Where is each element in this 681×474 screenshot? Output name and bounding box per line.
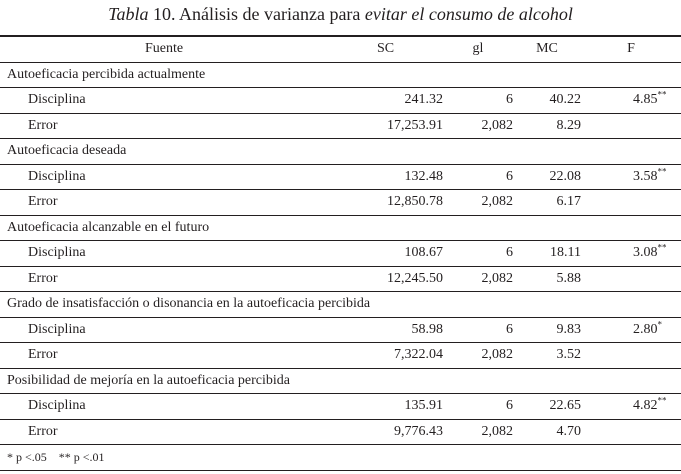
table-row: Error 17,253.91 2,082 8.29 (0, 113, 681, 139)
gl-value: 2,082 (443, 189, 513, 216)
gl-value: 6 (443, 164, 513, 190)
section-row: Autoeficacia alcanzable en el futuro (0, 215, 681, 241)
f-value: 4.82 (633, 398, 658, 414)
f-value: 3.58 (633, 168, 658, 184)
footnote-row: * p <.05 ** p <.01 (0, 444, 681, 471)
footnote: * p <.05 ** p <.01 (0, 444, 681, 471)
f-cell (581, 419, 681, 445)
table-row: Error 12,850.78 2,082 6.17 (0, 189, 681, 216)
f-cell: 4.82** (581, 393, 681, 420)
section-name: Autoeficacia alcanzable en el futuro (0, 215, 681, 241)
significance-mark: ** (657, 89, 667, 100)
f-cell (581, 342, 681, 369)
mc-value: 22.65 (513, 393, 581, 420)
title-text: Análisis de varianza para (179, 4, 361, 24)
row-label: Error (0, 113, 328, 139)
gl-value: 6 (443, 240, 513, 267)
mc-value: 3.52 (513, 342, 581, 369)
section-row: Autoeficacia deseada (0, 138, 681, 165)
f-value: 4.85 (633, 92, 658, 108)
header-f: F (581, 35, 681, 63)
header-sc: SC (328, 35, 443, 63)
table-row: Disciplina 108.67 6 18.11 3.08** (0, 240, 681, 267)
section-row: Grado de insatisfacción o disonancia en … (0, 291, 681, 318)
mc-value: 40.22 (513, 87, 581, 114)
significance-mark: * (657, 319, 663, 330)
title-italic: evitar el consumo de alcohol (364, 4, 573, 24)
f-cell: 2.80* (581, 317, 681, 343)
title-number: 10. (152, 4, 176, 24)
section-row: Autoeficacia percibida actualmente (0, 62, 681, 88)
table-row: Error 12,245.50 2,082 5.88 (0, 266, 681, 292)
f-cell: 3.58** (581, 164, 681, 190)
sc-value: 7,322.04 (328, 342, 443, 369)
gl-value: 6 (443, 393, 513, 420)
row-label: Error (0, 419, 328, 445)
table-row: Disciplina 58.98 6 9.83 2.80* (0, 317, 681, 343)
header-row: Fuente SC gl MC F (0, 35, 681, 63)
table-row: Disciplina 241.32 6 40.22 4.85** (0, 87, 681, 114)
sc-value: 241.32 (328, 87, 443, 114)
mc-value: 5.88 (513, 266, 581, 292)
f-cell (581, 189, 681, 216)
f-cell: 4.85** (581, 87, 681, 114)
f-cell (581, 266, 681, 292)
gl-value: 6 (443, 87, 513, 114)
sc-value: 58.98 (328, 317, 443, 343)
table-row: Error 7,322.04 2,082 3.52 (0, 342, 681, 369)
mc-value: 9.83 (513, 317, 581, 343)
significance-mark: ** (657, 395, 667, 406)
header-fuente: Fuente (0, 35, 328, 63)
anova-table: Fuente SC gl MC F Autoeficacia percibida… (0, 35, 681, 471)
table-row: Error 9,776.43 2,082 4.70 (0, 419, 681, 445)
header-gl: gl (443, 35, 513, 63)
gl-value: 2,082 (443, 419, 513, 445)
mc-value: 8.29 (513, 113, 581, 139)
gl-value: 2,082 (443, 113, 513, 139)
significance-mark: ** (657, 166, 667, 177)
f-value: 2.80 (633, 321, 658, 337)
f-cell (581, 113, 681, 139)
row-label: Disciplina (0, 393, 328, 420)
sc-value: 12,850.78 (328, 189, 443, 216)
section-name: Grado de insatisfacción o disonancia en … (0, 291, 681, 318)
gl-value: 6 (443, 317, 513, 343)
significance-mark: ** (657, 242, 667, 253)
sc-value: 135.91 (328, 393, 443, 420)
title-prefix: Tabla (108, 4, 149, 24)
row-label: Disciplina (0, 240, 328, 267)
row-label: Error (0, 342, 328, 369)
section-name: Posibilidad de mejoría en la autoeficaci… (0, 368, 681, 394)
mc-value: 22.08 (513, 164, 581, 190)
gl-value: 2,082 (443, 342, 513, 369)
gl-value: 2,082 (443, 266, 513, 292)
section-name: Autoeficacia deseada (0, 138, 681, 165)
table-row: Disciplina 132.48 6 22.08 3.58** (0, 164, 681, 190)
table-row: Disciplina 135.91 6 22.65 4.82** (0, 393, 681, 420)
row-label: Disciplina (0, 317, 328, 343)
f-value: 3.08 (633, 245, 658, 261)
mc-value: 6.17 (513, 189, 581, 216)
sc-value: 9,776.43 (328, 419, 443, 445)
section-row: Posibilidad de mejoría en la autoeficaci… (0, 368, 681, 394)
header-mc: MC (513, 35, 581, 63)
section-name: Autoeficacia percibida actualmente (0, 62, 681, 88)
row-label: Disciplina (0, 87, 328, 114)
f-cell: 3.08** (581, 240, 681, 267)
sc-value: 132.48 (328, 164, 443, 190)
mc-value: 18.11 (513, 240, 581, 267)
row-label: Error (0, 266, 328, 292)
sc-value: 17,253.91 (328, 113, 443, 139)
table-title: Tabla 10. Análisis de varianza para evit… (0, 2, 681, 26)
row-label: Error (0, 189, 328, 216)
sc-value: 108.67 (328, 240, 443, 267)
sc-value: 12,245.50 (328, 266, 443, 292)
mc-value: 4.70 (513, 419, 581, 445)
row-label: Disciplina (0, 164, 328, 190)
